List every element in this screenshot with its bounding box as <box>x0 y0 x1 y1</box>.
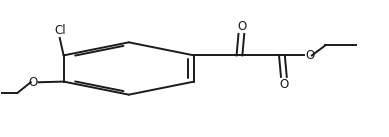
Text: Cl: Cl <box>54 24 66 37</box>
Text: O: O <box>279 78 289 91</box>
Text: O: O <box>237 20 246 33</box>
Text: O: O <box>305 49 314 62</box>
Text: O: O <box>28 76 37 89</box>
